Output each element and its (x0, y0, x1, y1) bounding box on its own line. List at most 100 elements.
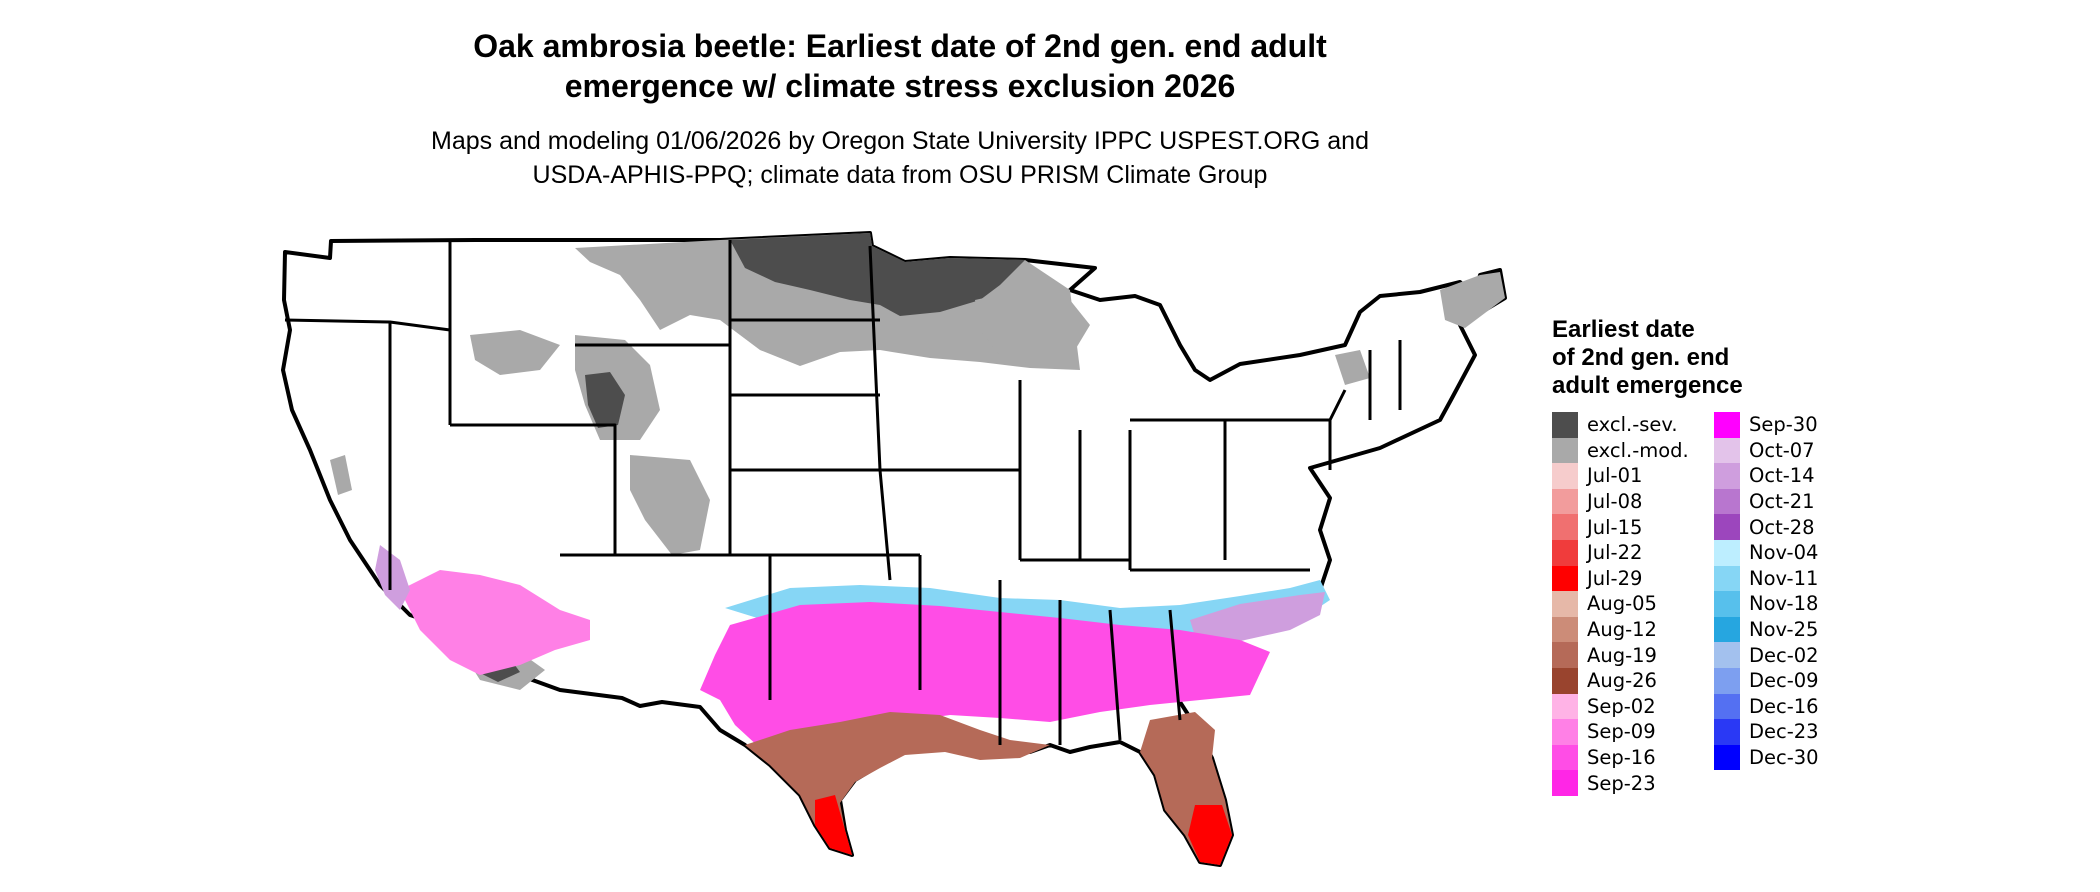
legend-item: Jul-08 (1552, 488, 1689, 515)
legend-label: Nov-18 (1749, 592, 1819, 616)
legend-item: Nov-11 (1714, 565, 1819, 592)
legend-item: Jul-22 (1552, 539, 1689, 566)
legend-label: Jul-15 (1587, 515, 1643, 539)
legend-label: Sep-23 (1587, 771, 1656, 795)
legend-label: excl.-mod. (1587, 438, 1689, 462)
legend-label: Nov-04 (1749, 541, 1819, 565)
map-subtitle-line-2: USDA-APHIS-PPQ; climate data from OSU PR… (532, 161, 1268, 189)
map-subtitle: Maps and modeling 01/06/2026 by Oregon S… (300, 124, 1500, 192)
map-title-line-2: emergence w/ climate stress exclusion 20… (564, 68, 1236, 104)
legend-item: Sep-23 (1552, 770, 1689, 796)
legend-swatch (1714, 514, 1740, 540)
legend-label: Jul-08 (1587, 490, 1643, 514)
legend-swatch (1714, 412, 1740, 438)
legend-item: Jul-15 (1552, 514, 1689, 540)
legend-item: Sep-16 (1552, 744, 1689, 771)
exclusion-severe-north (730, 233, 1025, 316)
exclusion-severe-wyoming (585, 372, 625, 428)
exclusion-moderate-northeast (1440, 272, 1505, 328)
legend-item: Jul-01 (1552, 463, 1689, 489)
border-midwest (1018, 380, 1132, 570)
legend-item: Sep-30 (1714, 412, 1819, 438)
legend-swatch (1552, 437, 1578, 464)
exclusion-moderate-colorado (630, 455, 710, 555)
legend-swatch (1552, 693, 1578, 720)
legend-title-line-2: of 2nd gen. end (1552, 344, 1730, 371)
legend-label: Aug-19 (1587, 643, 1657, 667)
legend-item: Jul-29 (1552, 565, 1689, 592)
legend-swatch (1714, 744, 1740, 771)
legend-item: Oct-28 (1714, 514, 1819, 540)
legend-label: Dec-23 (1749, 720, 1819, 744)
legend-item: Dec-02 (1714, 642, 1819, 668)
legend-label: Nov-11 (1749, 566, 1819, 590)
legend-swatch (1714, 463, 1740, 489)
legend-swatch (1714, 693, 1740, 720)
legend-label: Oct-14 (1749, 464, 1815, 488)
legend-item: Nov-18 (1714, 591, 1819, 617)
band-jul-florida-tip (1188, 805, 1232, 865)
legend-label: Sep-30 (1749, 413, 1818, 437)
legend-item: Nov-25 (1714, 616, 1819, 643)
legend-swatch (1552, 539, 1578, 566)
exclusion-moderate-ny (1335, 350, 1370, 385)
legend-item: excl.-mod. (1552, 437, 1689, 464)
legend-item: Dec-30 (1714, 744, 1819, 771)
emergence-date-bands (375, 545, 1330, 865)
legend-item: Aug-26 (1552, 667, 1689, 694)
legend-label: Jul-01 (1587, 464, 1643, 488)
legend-swatch (1552, 591, 1578, 617)
border-northeast (1225, 340, 1402, 470)
legend-swatch (1552, 719, 1578, 745)
legend-swatch (1552, 565, 1578, 592)
legend-item: Aug-12 (1552, 616, 1689, 643)
map-title-line-1: Oak ambrosia beetle: Earliest date of 2n… (473, 28, 1327, 64)
band-september-magenta (700, 602, 1270, 755)
legend-item: Dec-16 (1714, 693, 1819, 720)
legend-title-line-1: Earliest date (1552, 316, 1695, 343)
legend-item: Oct-07 (1714, 437, 1819, 464)
legend-label: Dec-16 (1749, 694, 1819, 718)
band-southwest-mixed (400, 570, 590, 675)
band-california-coast (375, 545, 410, 610)
legend-title: Earliest date of 2nd gen. end adult emer… (1552, 316, 1882, 400)
legend-swatch (1552, 463, 1578, 489)
map-title: Oak ambrosia beetle: Earliest date of 2n… (300, 26, 1500, 106)
legend-label: Nov-25 (1749, 618, 1819, 642)
exclusion-moderate-idaho (470, 330, 560, 375)
legend-label: Sep-09 (1587, 720, 1656, 744)
legend-title-line-3: adult emergence (1552, 372, 1743, 399)
exclusion-moderate-california (330, 455, 352, 495)
legend-swatch (1714, 539, 1740, 566)
legend-label: Oct-28 (1749, 515, 1815, 539)
map-legend: Earliest date of 2nd gen. end adult emer… (1552, 316, 1912, 796)
legend-swatch (1714, 719, 1740, 745)
legend-label: Oct-21 (1749, 490, 1815, 514)
legend-swatch (1552, 412, 1578, 438)
legend-item: excl.-sev. (1552, 412, 1689, 438)
legend-item: Aug-19 (1552, 642, 1689, 668)
border-central-2 (770, 468, 1020, 745)
legend-column-1: excl.-sev. excl.-mod. Jul-01 Jul-08 Jul-15 Ju… (1552, 412, 1689, 796)
legend-item: Nov-04 (1714, 539, 1819, 566)
legend-swatch (1714, 565, 1740, 592)
legend-label: excl.-sev. (1587, 413, 1678, 437)
legend-column-2: Sep-30 Oct-07 Oct-14 Oct-21 Oct-28 Nov-04 Nov-… (1714, 412, 1819, 771)
legend-swatch (1714, 591, 1740, 617)
legend-label: Sep-16 (1587, 746, 1656, 770)
legend-swatch (1552, 770, 1578, 796)
exclusion-moderate-great-lakes (975, 290, 1090, 365)
legend-label: Dec-09 (1749, 669, 1819, 693)
legend-swatch (1714, 437, 1740, 464)
legend-label: Dec-30 (1749, 746, 1819, 770)
legend-item: Dec-23 (1714, 719, 1819, 745)
legend-label: Oct-07 (1749, 438, 1815, 462)
legend-swatch (1552, 488, 1578, 515)
legend-item: Oct-14 (1714, 463, 1819, 489)
legend-item: Aug-05 (1552, 591, 1689, 617)
legend-swatch (1714, 488, 1740, 515)
legend-label: Jul-29 (1587, 566, 1643, 590)
legend-item: Sep-09 (1552, 719, 1689, 745)
legend-swatch (1714, 642, 1740, 668)
